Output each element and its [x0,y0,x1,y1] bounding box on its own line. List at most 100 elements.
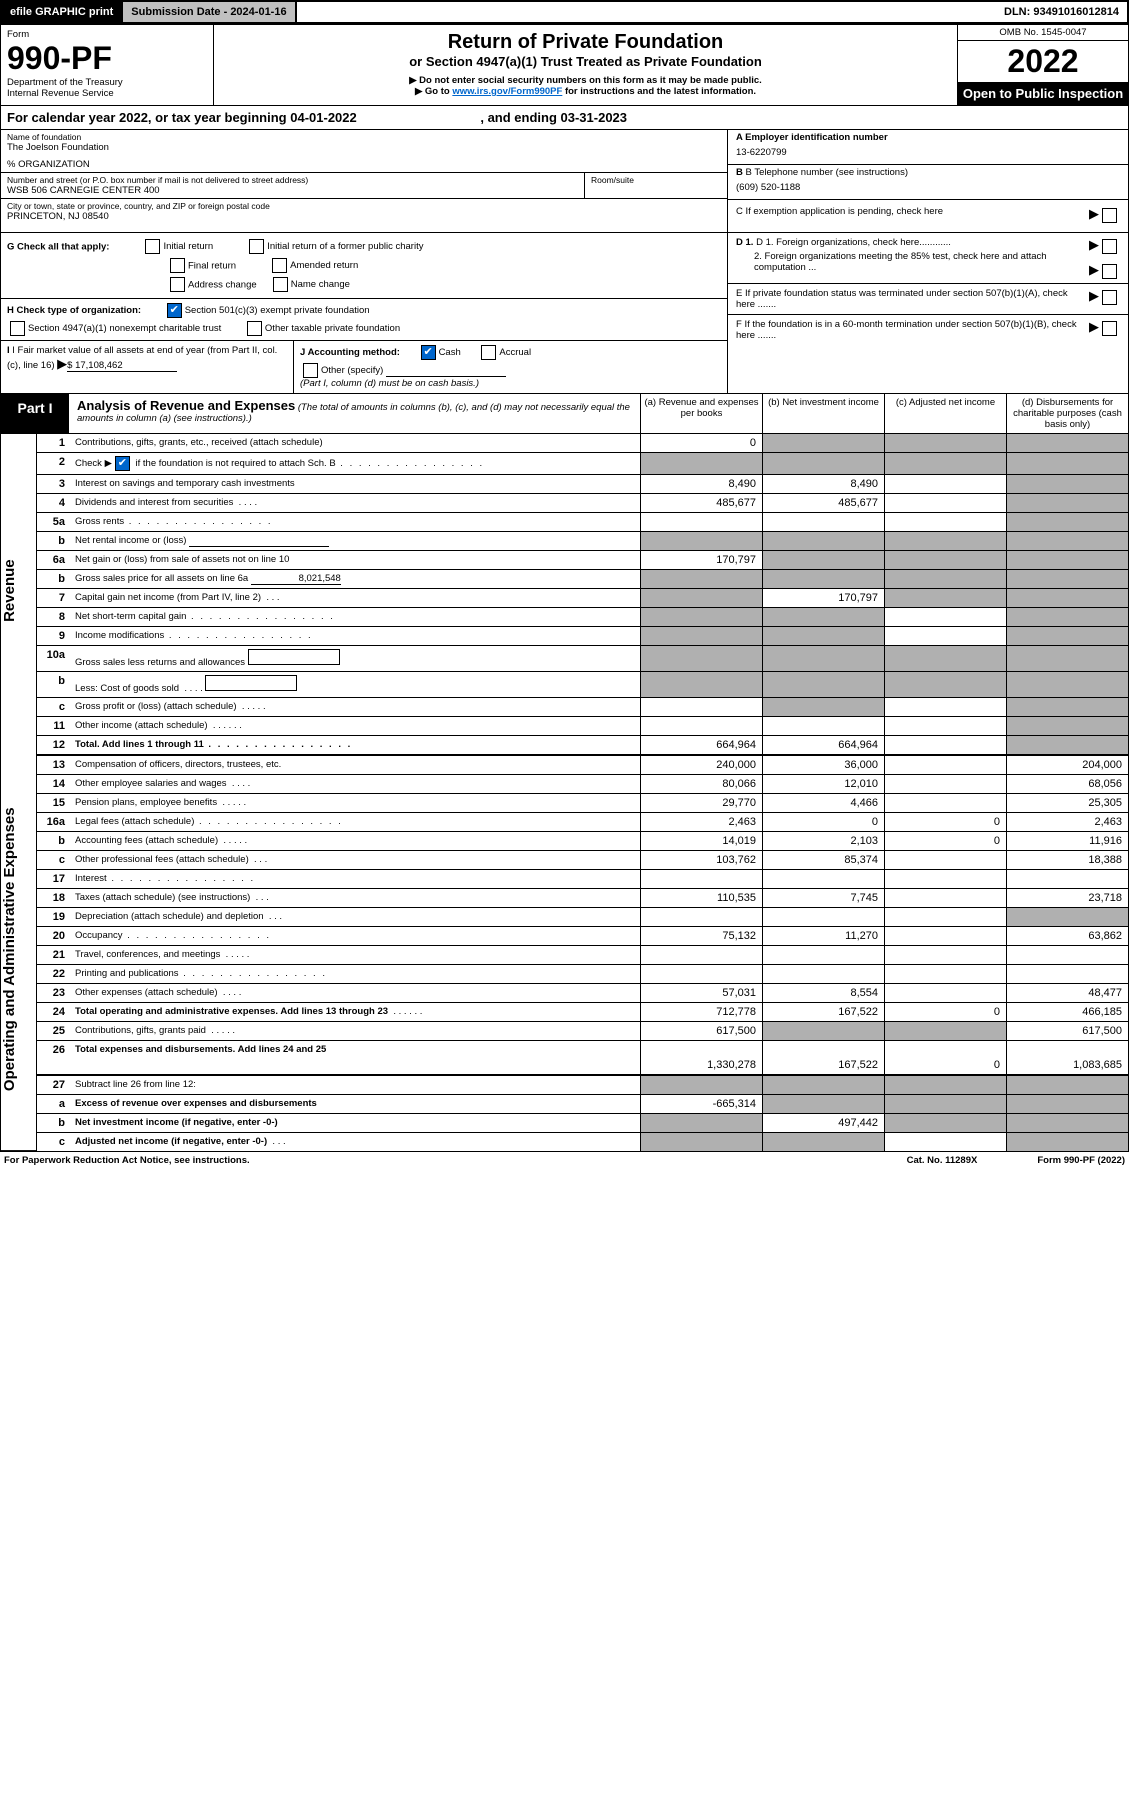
ln1-a: 0 [640,434,762,452]
irs: Internal Revenue Service [7,88,207,99]
ln26-c: 0 [884,1041,1006,1074]
ln26-a: 1,330,278 [640,1041,762,1074]
ln13-b: 36,000 [762,756,884,774]
ln6a-desc: Net gain or (loss) from sale of assets n… [71,551,640,569]
footer: For Paperwork Reduction Act Notice, see … [0,1152,1129,1169]
g-final-cb[interactable] [170,258,185,273]
ln25-a: 617,500 [640,1022,762,1040]
ln27a-desc: Excess of revenue over expenses and disb… [71,1095,640,1113]
ln10a-desc: Gross sales less returns and allowances [71,646,640,671]
g-name: Name change [291,279,350,290]
ln9-desc: Income modifications [71,627,640,645]
ln23-b: 8,554 [762,984,884,1002]
ln7-desc: Capital gain net income (from Part IV, l… [71,589,640,607]
e-terminated: E If private foundation status was termi… [736,288,1089,310]
g-name-cb[interactable] [273,277,288,292]
ln14-d: 68,056 [1006,775,1128,793]
ln16a-a: 2,463 [640,813,762,831]
part1-header: Part I Analysis of Revenue and Expenses … [0,394,1129,434]
ln15-b: 4,466 [762,794,884,812]
g-amended: Amended return [290,260,358,271]
ln24-num: 24 [37,1003,71,1021]
ln2-cb[interactable]: ✔ [115,456,130,471]
room-label: Room/suite [591,175,721,185]
ln11-num: 11 [37,717,71,735]
f-cb[interactable] [1102,321,1117,336]
ln16b-num: b [37,832,71,850]
ein-label: A Employer identification number [736,132,1120,143]
g-initialpub-cb[interactable] [249,239,264,254]
d2-cb[interactable] [1102,264,1117,279]
ln14-num: 14 [37,775,71,793]
f-60month: F If the foundation is in a 60-month ter… [736,319,1089,341]
h-4947-cb[interactable] [10,321,25,336]
ln3-a: 8,490 [640,475,762,493]
ln25-desc: Contributions, gifts, grants paid . . . … [71,1022,640,1040]
h-501c3-cb[interactable]: ✔ [167,303,182,318]
part1-title: Analysis of Revenue and Expenses [77,398,295,413]
ln27c-desc: Adjusted net income (if negative, enter … [71,1133,640,1151]
j-cash-cb[interactable]: ✔ [421,345,436,360]
form-word: Form [7,29,207,40]
tax-year: 2022 [958,41,1128,82]
c-checkbox[interactable] [1102,208,1117,223]
ln20-desc: Occupancy [71,927,640,945]
ln16a-b: 0 [762,813,884,831]
g-final: Final return [188,260,236,271]
expenses-sidelabel: Operating and Administrative Expenses [1,748,36,1151]
phone-label: B B Telephone number (see instructions) [736,167,1120,178]
g-amended-cb[interactable] [272,258,287,273]
h-other-cb[interactable] [247,321,262,336]
ln15-num: 15 [37,794,71,812]
j-cash: Cash [439,347,461,358]
period-end: 03-31-2023 [561,110,628,125]
j-accrual-cb[interactable] [481,345,496,360]
form-title: Return of Private Foundation [220,31,951,54]
j-other-cb[interactable] [303,363,318,378]
cat-no: Cat. No. 11289X [907,1155,978,1166]
ln26-d: 1,083,685 [1006,1041,1128,1074]
j-accrual: Accrual [499,347,531,358]
ln12-b: 664,964 [762,736,884,754]
i-fmv-value: $ 17,108,462 [67,360,177,372]
org-line: % ORGANIZATION [7,159,721,170]
tax-period: For calendar year 2022, or tax year begi… [0,106,1129,130]
ln24-c: 0 [884,1003,1006,1021]
d1-cb[interactable] [1102,239,1117,254]
ln16b-a: 14,019 [640,832,762,850]
ln16c-a: 103,762 [640,851,762,869]
ln26-b: 167,522 [762,1041,884,1074]
ln15-a: 29,770 [640,794,762,812]
form-instructions-link[interactable]: www.irs.gov/Form990PF [452,86,562,97]
ln18-b: 7,745 [762,889,884,907]
ln3-num: 3 [37,475,71,493]
ln27b-desc: Net investment income (if negative, ente… [71,1114,640,1132]
ln16b-b: 2,103 [762,832,884,850]
ln8-desc: Net short-term capital gain [71,608,640,626]
ln25-num: 25 [37,1022,71,1040]
j-label: J Accounting method: [300,347,400,358]
warn-ssn: ▶ Do not enter social security numbers o… [220,75,951,86]
form-footer: Form 990-PF (2022) [1037,1155,1125,1166]
ln25-d: 617,500 [1006,1022,1128,1040]
ln18-a: 110,535 [640,889,762,907]
ln11-desc: Other income (attach schedule) . . . . .… [71,717,640,735]
g-label: G Check all that apply: [7,241,109,252]
addr-label: Number and street (or P.O. box number if… [7,175,578,185]
ln27c-num: c [37,1133,71,1151]
ln27-desc: Subtract line 26 from line 12: [71,1076,640,1094]
ln20-a: 75,132 [640,927,762,945]
name-label: Name of foundation [7,132,721,142]
g-addr-cb[interactable] [170,277,185,292]
col-b: (b) Net investment income [762,394,884,433]
ln23-desc: Other expenses (attach schedule) . . . . [71,984,640,1002]
dept-treasury: Department of the Treasury [7,77,207,88]
phone: (609) 520-1188 [736,182,1120,193]
ln24-d: 466,185 [1006,1003,1128,1021]
g-initial-cb[interactable] [145,239,160,254]
ln24-desc: Total operating and administrative expen… [71,1003,640,1021]
ln16b-desc: Accounting fees (attach schedule) . . . … [71,832,640,850]
e-cb[interactable] [1102,290,1117,305]
ln2-desc: Check ▶✔ if the foundation is not requir… [71,453,640,474]
ln10b-desc: Less: Cost of goods sold . . . . [71,672,640,697]
